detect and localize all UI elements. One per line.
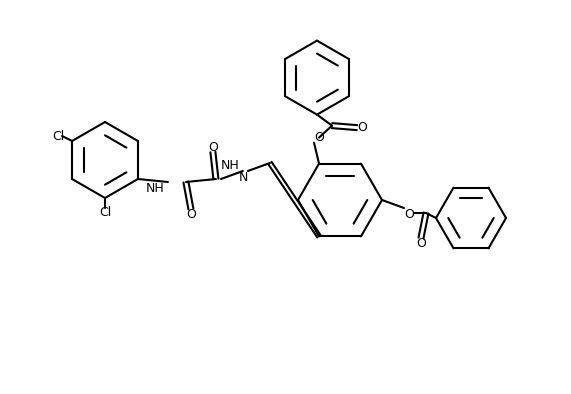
Text: O: O <box>314 131 324 144</box>
Text: NH: NH <box>220 158 239 171</box>
Text: NH: NH <box>146 182 164 195</box>
Text: O: O <box>357 121 367 134</box>
Text: N: N <box>239 171 248 184</box>
Text: Cl: Cl <box>99 206 111 219</box>
Text: O: O <box>208 141 218 154</box>
Text: O: O <box>416 236 426 249</box>
Text: Cl: Cl <box>52 130 64 143</box>
Text: O: O <box>404 208 414 221</box>
Text: O: O <box>186 208 196 221</box>
